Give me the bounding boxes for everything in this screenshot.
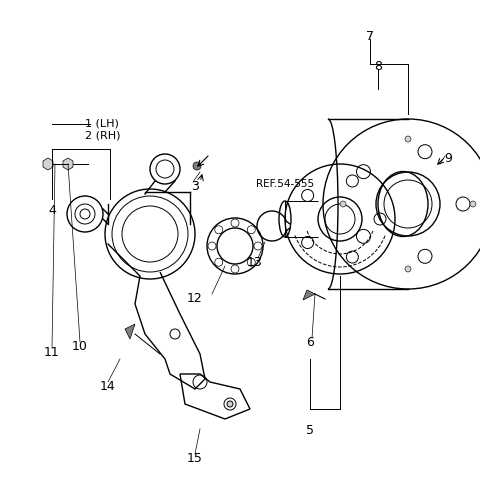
Text: 7: 7: [366, 31, 374, 43]
Text: 15: 15: [187, 452, 203, 465]
Text: 5: 5: [306, 423, 314, 436]
Polygon shape: [303, 290, 315, 300]
Polygon shape: [43, 158, 53, 170]
Circle shape: [193, 162, 201, 170]
Polygon shape: [63, 158, 73, 170]
Text: 2 (RH): 2 (RH): [85, 131, 120, 141]
Text: 14: 14: [100, 380, 116, 393]
Text: REF.54-555: REF.54-555: [256, 179, 314, 189]
Circle shape: [405, 136, 411, 142]
Circle shape: [340, 201, 346, 207]
Text: 13: 13: [247, 256, 263, 269]
Text: 12: 12: [187, 292, 203, 305]
Text: 3: 3: [191, 179, 199, 193]
Text: 9: 9: [444, 153, 452, 165]
Text: 10: 10: [72, 340, 88, 352]
Text: 6: 6: [306, 336, 314, 348]
Polygon shape: [125, 324, 135, 339]
Text: 4: 4: [48, 205, 56, 218]
Text: 8: 8: [374, 60, 382, 74]
Text: 1 (LH): 1 (LH): [85, 119, 119, 129]
Text: 11: 11: [44, 346, 60, 358]
Circle shape: [405, 266, 411, 272]
Circle shape: [227, 401, 233, 407]
Circle shape: [470, 201, 476, 207]
